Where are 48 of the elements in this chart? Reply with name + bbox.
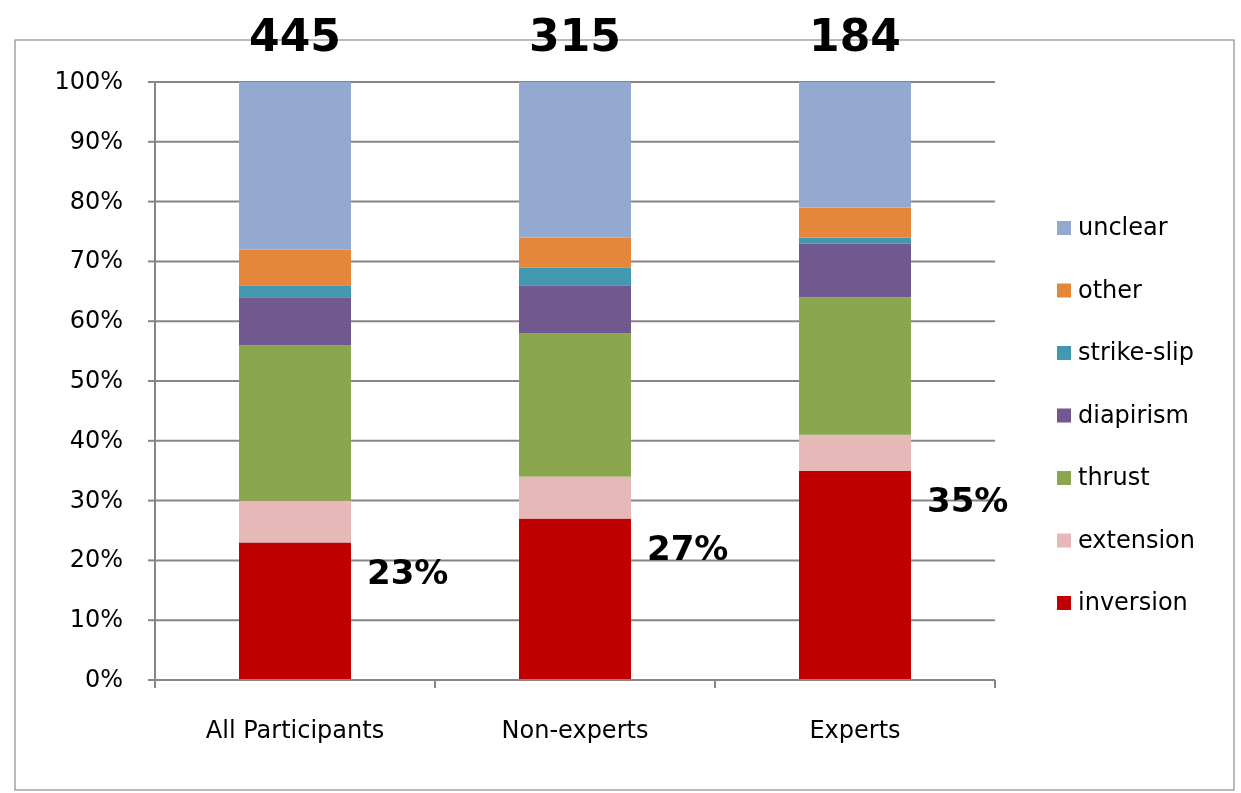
y-tick-label: 30%: [69, 485, 123, 514]
bar: [799, 470, 911, 680]
y-tick-label: 20%: [69, 545, 123, 574]
legend-label: extension: [1078, 525, 1195, 554]
bar: [239, 82, 351, 250]
bar: [519, 333, 631, 477]
annotation: 315: [529, 10, 621, 61]
x-tick-label: Non-experts: [501, 716, 649, 744]
bar: [799, 297, 911, 435]
annotation: 184: [809, 10, 901, 61]
annotation: 445: [249, 10, 341, 61]
y-tick-label: 0%: [84, 665, 123, 693]
legend-label: diapirism: [1078, 400, 1189, 429]
y-tick-label: 70%: [69, 246, 123, 275]
annotation: 27%: [647, 528, 729, 569]
bar: [519, 518, 631, 680]
y-tick-label: 40%: [69, 425, 123, 454]
legend-label: inversion: [1078, 588, 1188, 616]
annotation: 23%: [367, 551, 449, 592]
y-tick-label: 60%: [69, 306, 123, 335]
bar: [799, 243, 911, 298]
bar: [519, 237, 631, 268]
y-tick-label: 80%: [69, 186, 123, 215]
bar: [799, 237, 911, 244]
bar: [519, 285, 631, 334]
y-tick-label: 10%: [69, 605, 123, 634]
bar: [239, 297, 351, 346]
bar: [519, 82, 631, 238]
bar: [239, 285, 351, 298]
bar: [519, 267, 631, 286]
bar: [239, 542, 351, 680]
x-tick-label: All Participants: [205, 716, 385, 744]
bar: [799, 82, 911, 208]
legend-label: thrust: [1078, 463, 1150, 491]
y-tick-label: 100%: [54, 67, 123, 95]
annotation: 35%: [927, 480, 1009, 521]
bar: [239, 345, 351, 501]
bar: [519, 476, 631, 519]
y-tick-label: 50%: [69, 366, 123, 394]
bar: [239, 249, 351, 286]
bar: [799, 207, 911, 238]
bar: [239, 500, 351, 543]
legend-label: strike-slip: [1078, 338, 1194, 366]
x-tick-label: Experts: [809, 716, 901, 744]
legend-label: other: [1078, 275, 1143, 304]
legend-label: unclear: [1078, 213, 1168, 241]
y-tick-label: 90%: [69, 126, 123, 155]
bar: [799, 434, 911, 471]
